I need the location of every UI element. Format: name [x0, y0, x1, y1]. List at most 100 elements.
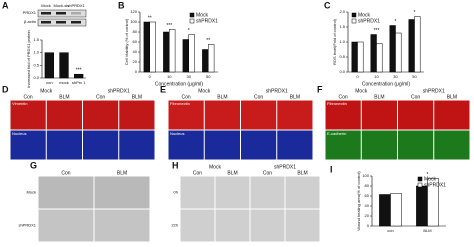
y-tick-label: 60 [133, 39, 138, 44]
image-tile [10, 130, 46, 160]
bar [416, 185, 428, 227]
group-label: shPRDX1 [274, 164, 296, 170]
bar [143, 21, 150, 73]
bar [357, 41, 364, 73]
image-tile [204, 130, 240, 160]
group-label: Mock [209, 164, 221, 170]
blot-band [41, 12, 51, 15]
column-label: BLM [297, 170, 307, 176]
blot-row-label: PRDX1 [23, 10, 37, 15]
legend-label: Mock [196, 12, 208, 18]
row-label: Nucleus [170, 131, 184, 136]
image-tile [46, 100, 82, 130]
image-tile [434, 130, 470, 160]
panel-letter: B [118, 0, 125, 10]
image-tile [241, 100, 277, 130]
y-tick-label: 0.5 [33, 62, 39, 67]
image-tile [180, 209, 215, 242]
y-axis-label: Increased fold of PRDX1 protein [26, 30, 31, 87]
group-label: Mock [40, 88, 52, 94]
panel-letter: E [160, 84, 166, 94]
panel-letter: F [317, 84, 323, 94]
column-label: Con [254, 94, 263, 100]
bar [370, 34, 377, 73]
image-tile [361, 100, 397, 130]
column-label: BLM [447, 94, 457, 100]
y-tick-label: 0.5 [339, 54, 345, 59]
image-tile [398, 100, 434, 130]
blot-band [71, 21, 81, 24]
y-tick-label: 20 [133, 59, 138, 64]
row-label: Fibronectin [170, 101, 190, 106]
blot-row-label: β-actin [24, 19, 36, 24]
column-label: BLM [132, 94, 142, 100]
x-tick-label: 0 [356, 74, 359, 79]
legend-swatch [189, 18, 195, 24]
y-tick-label: 100 [130, 19, 137, 24]
y-axis-label: ROS level(Fold of control) [332, 18, 337, 65]
image-tile [38, 209, 94, 242]
x-tick-label: con [46, 80, 52, 85]
y-tick-label: 40 [133, 49, 138, 54]
significance: * [427, 172, 429, 178]
image-tile [325, 100, 361, 130]
image-tile [204, 100, 240, 130]
x-tick-label: 10 [374, 74, 379, 79]
column-label: Con [182, 94, 191, 100]
y-tick-label: 0 [367, 223, 370, 228]
row-label: shPRDX1 [18, 223, 36, 228]
column-label: BLM [374, 94, 384, 100]
group-label: Mock [198, 88, 210, 94]
image-tile [83, 130, 119, 160]
y-tick-label: 1.5 [33, 37, 39, 42]
x-tick-label: 50 [206, 74, 211, 79]
image-tile [168, 130, 204, 160]
legend-label: shPRDX1 [424, 182, 446, 188]
panel-letter: H [172, 160, 179, 170]
column-label: Con [61, 170, 70, 176]
image-tile [10, 100, 46, 130]
group-label: shPRDX1 [266, 88, 288, 94]
y-tick-label: 40 [365, 203, 370, 208]
y-tick-label: 20 [365, 213, 370, 218]
x-tick-label: 10 [167, 74, 172, 79]
significance: * [188, 28, 190, 34]
row-label: 22h [171, 223, 178, 228]
x-axis-label: Concentration (μg/ml) [155, 81, 204, 87]
image-tile [119, 100, 155, 130]
y-tick-label: 80 [133, 29, 138, 34]
y-tick-label: 100 [362, 173, 369, 178]
image-tile [46, 130, 82, 160]
y-tick-label: 2.0 [339, 9, 345, 14]
blot-label: Mock [41, 3, 51, 8]
x-tick-label: 0 [149, 74, 152, 79]
bar [163, 31, 170, 73]
x-tick-label: mock [59, 80, 69, 85]
image-tile [94, 176, 150, 209]
bar [414, 16, 421, 73]
y-tick-label: 0.0 [339, 69, 345, 74]
x-tick-label: con [387, 228, 393, 233]
panel-letter: A [2, 0, 9, 10]
y-tick-label: 1.5 [339, 24, 345, 29]
row-label: Fibronectin [327, 101, 347, 106]
legend-label: Mock [424, 176, 436, 182]
significance: * [395, 19, 397, 25]
legend-label: shPRDX1 [196, 18, 218, 24]
image-tile [119, 130, 155, 160]
group-label: Mock [355, 88, 367, 94]
image-tile [361, 130, 397, 160]
group-label: shPRDX1 [423, 88, 445, 94]
row-label: Mock [26, 190, 36, 195]
blot-band [56, 12, 66, 15]
image-tile [83, 100, 119, 130]
bar [427, 178, 439, 227]
image-tile [285, 176, 320, 209]
row-label: Nucleus [12, 131, 26, 136]
image-tile [250, 176, 285, 209]
column-label: Con [411, 94, 420, 100]
bar [408, 19, 415, 73]
legend-swatch [189, 12, 195, 18]
blot-band [71, 12, 81, 15]
